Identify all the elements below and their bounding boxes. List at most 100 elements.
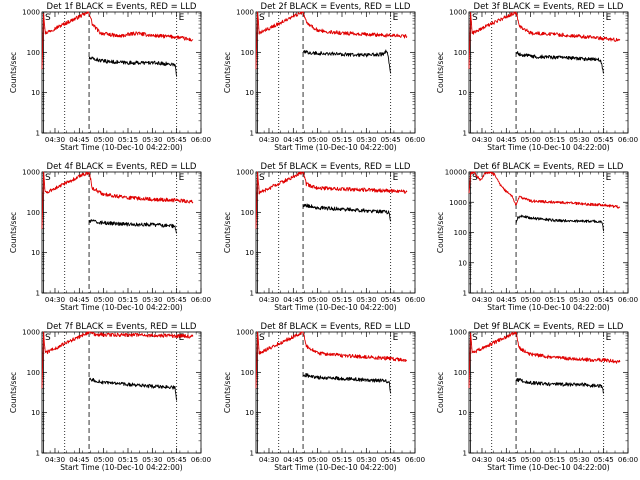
x-tick-label: 04:45 [496, 136, 516, 144]
x-tick-label: 05:00 [521, 456, 541, 464]
x-tick-label: 06:00 [405, 456, 425, 464]
y-axis-label: Counts/sec [436, 372, 445, 413]
y-tick-label: 10 [245, 249, 254, 257]
x-tick-label: 05:15 [545, 456, 565, 464]
y-tick-label: 1000 [449, 199, 467, 207]
y-tick-label: 1000 [22, 329, 40, 337]
y-tick-label: 10 [31, 249, 40, 257]
x-tick-label: 05:45 [594, 296, 614, 304]
events-series-line [515, 377, 605, 394]
x-tick-label: 05:00 [521, 296, 541, 304]
x-tick-label: 06:00 [191, 136, 211, 144]
x-tick-label: 04:45 [496, 456, 516, 464]
y-tick-label: 1 [36, 130, 40, 138]
x-tick-label: 04:30 [259, 456, 279, 464]
y-axis-label: Counts/sec [9, 212, 18, 253]
lld-series-line [41, 331, 194, 389]
x-tick-label: 06:00 [618, 456, 638, 464]
plot-frame [41, 171, 202, 294]
panel-title: Det 9f BLACK = Events, RED = LLD [474, 322, 624, 332]
x-tick-label: 04:30 [472, 296, 492, 304]
plot-frame [41, 11, 202, 134]
detector-panel-4: Det 4f BLACK = Events, RED = LLD 1 10 100 10… [9, 162, 211, 312]
y-tick-label: 10000 [445, 169, 467, 177]
x-tick-label: 05:45 [381, 456, 401, 464]
y-tick-label: 1000 [22, 169, 40, 177]
x-tick-label: 05:00 [94, 456, 114, 464]
x-tick-label: 04:45 [69, 456, 89, 464]
events-series-line [302, 203, 392, 222]
x-axis-label: Start Time (10-Dec-10 04:22:00) [274, 463, 396, 472]
end-marker: E [179, 13, 185, 23]
plot-frame [41, 331, 202, 454]
x-tick-label: 05:15 [118, 296, 138, 304]
x-tick-label: 05:30 [356, 296, 376, 304]
lld-series-line [255, 11, 408, 70]
panel-title: Det 6f BLACK = Events, RED = LLD [474, 162, 624, 172]
lld-series-line [468, 331, 621, 389]
x-tick-label: 05:00 [308, 456, 328, 464]
y-tick-label: 1000 [236, 329, 254, 337]
start-marker: S [45, 13, 51, 23]
plot-frame [255, 171, 416, 294]
x-tick-label: 05:45 [381, 136, 401, 144]
x-tick-label: 05:30 [569, 296, 589, 304]
y-tick-label: 100 [454, 369, 467, 377]
start-marker: S [472, 173, 478, 183]
x-tick-label: 05:15 [545, 296, 565, 304]
x-axis-label: Start Time (10-Dec-10 04:22:00) [487, 143, 609, 152]
panel-title: Det 5f BLACK = Events, RED = LLD [261, 162, 411, 172]
x-axis-label: Start Time (10-Dec-10 04:22:00) [274, 143, 396, 152]
detector-panel-7: Det 7f BLACK = Events, RED = LLD 1 10 100 10… [9, 322, 211, 472]
y-tick-label: 100 [241, 369, 254, 377]
events-series-line [302, 49, 392, 74]
x-tick-label: 04:30 [472, 136, 492, 144]
end-marker: E [179, 333, 185, 343]
plot-frame [468, 11, 629, 134]
start-marker: S [472, 13, 478, 23]
y-tick-label: 10 [245, 89, 254, 97]
lld-series-line [255, 171, 408, 229]
y-tick-label: 1 [463, 290, 467, 298]
x-tick-label: 06:00 [618, 296, 638, 304]
x-tick-label: 05:30 [356, 456, 376, 464]
events-series-line [515, 214, 605, 232]
detector-panel-3: Det 3f BLACK = Events, RED = LLD 1 10 100 10… [436, 2, 638, 152]
panel-title: Det 1f BLACK = Events, RED = LLD [47, 2, 197, 12]
lld-series-line [468, 11, 621, 69]
y-axis-label: Counts/sec [223, 212, 232, 253]
x-tick-label: 06:00 [191, 456, 211, 464]
start-marker: S [259, 333, 265, 343]
x-tick-label: 04:45 [69, 136, 89, 144]
x-tick-label: 05:30 [569, 136, 589, 144]
start-marker: S [259, 13, 265, 23]
x-tick-label: 05:00 [94, 136, 114, 144]
events-series-line [88, 377, 178, 401]
end-marker: E [179, 173, 185, 183]
x-tick-label: 04:30 [45, 136, 65, 144]
x-tick-label: 05:00 [94, 296, 114, 304]
events-series-line [88, 56, 178, 77]
x-tick-label: 05:15 [332, 136, 352, 144]
y-axis-label: Counts/sec [223, 52, 232, 93]
events-series-line [302, 373, 392, 394]
y-tick-label: 1000 [449, 9, 467, 17]
x-tick-label: 06:00 [191, 296, 211, 304]
detector-panel-8: Det 8f BLACK = Events, RED = LLD 1 10 100 10… [223, 322, 425, 472]
x-tick-label: 05:15 [545, 136, 565, 144]
x-tick-label: 05:45 [167, 136, 187, 144]
y-tick-label: 100 [27, 209, 40, 217]
x-tick-label: 05:15 [118, 456, 138, 464]
x-tick-label: 05:45 [167, 296, 187, 304]
y-tick-label: 10 [458, 89, 467, 97]
y-tick-label: 1000 [22, 9, 40, 17]
plot-frame [468, 331, 629, 454]
start-marker: S [259, 173, 265, 183]
plot-frame [468, 171, 629, 294]
lld-series-line [41, 11, 194, 70]
detector-panel-2: Det 2f BLACK = Events, RED = LLD 1 10 100 10… [223, 2, 425, 152]
x-tick-label: 05:30 [569, 456, 589, 464]
end-marker: E [606, 333, 612, 343]
end-marker: E [606, 13, 612, 23]
x-tick-label: 04:45 [496, 296, 516, 304]
